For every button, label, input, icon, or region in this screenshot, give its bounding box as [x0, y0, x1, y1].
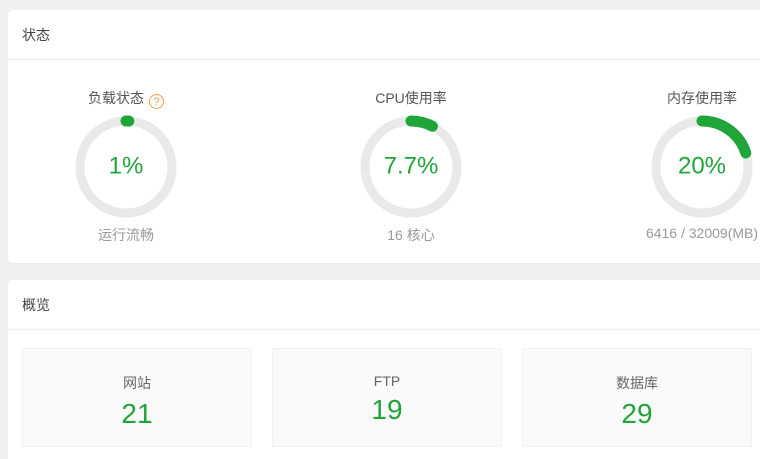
memory-gauge-ring: [650, 115, 754, 219]
ftp-card[interactable]: FTP 19: [272, 348, 502, 447]
overview-panel: 概览 网站 21 FTP 19 数据库 29: [8, 280, 760, 459]
cpu-gauge-ring: [359, 115, 463, 219]
load-gauge-label: 负载状态: [88, 90, 144, 106]
ftp-card-label: FTP: [373, 373, 401, 389]
overview-cards-row: 网站 21 FTP 19 数据库 29: [8, 330, 760, 447]
load-gauge-ring: [74, 115, 178, 219]
websites-card[interactable]: 网站 21: [22, 348, 252, 447]
help-icon[interactable]: ?: [149, 94, 164, 109]
cpu-gauge-value: 7.7%: [383, 152, 439, 180]
cpu-gauge-caption: 16 核心: [387, 227, 435, 243]
memory-gauge-value: 20%: [677, 152, 727, 180]
websites-card-label: 网站: [123, 375, 151, 391]
database-card-label: 数据库: [616, 375, 658, 391]
websites-card-count: 21: [121, 398, 153, 429]
memory-gauge-label: 内存使用率: [667, 90, 737, 106]
status-panel: 状态 负载状态? 1% 运行流畅 CPU使用率 7.7% 16 核心: [8, 10, 760, 263]
load-gauge-value: 1%: [108, 152, 144, 180]
status-panel-title: 状态: [8, 10, 760, 60]
database-card[interactable]: 数据库 29: [522, 348, 752, 447]
memory-gauge-caption: 6416 / 32009(MB): [645, 225, 759, 241]
ftp-card-count: 19: [371, 394, 403, 425]
load-gauge-caption: 运行流畅: [98, 227, 154, 243]
overview-panel-title: 概览: [8, 280, 760, 330]
cpu-gauge: CPU使用率 7.7% 16 核心: [301, 88, 521, 245]
cpu-gauge-label: CPU使用率: [375, 90, 447, 106]
memory-gauge: 内存使用率 20% 6416 / 32009(MB): [592, 88, 760, 241]
database-card-count: 29: [621, 398, 653, 429]
load-gauge: 负载状态? 1% 运行流畅: [16, 88, 236, 245]
